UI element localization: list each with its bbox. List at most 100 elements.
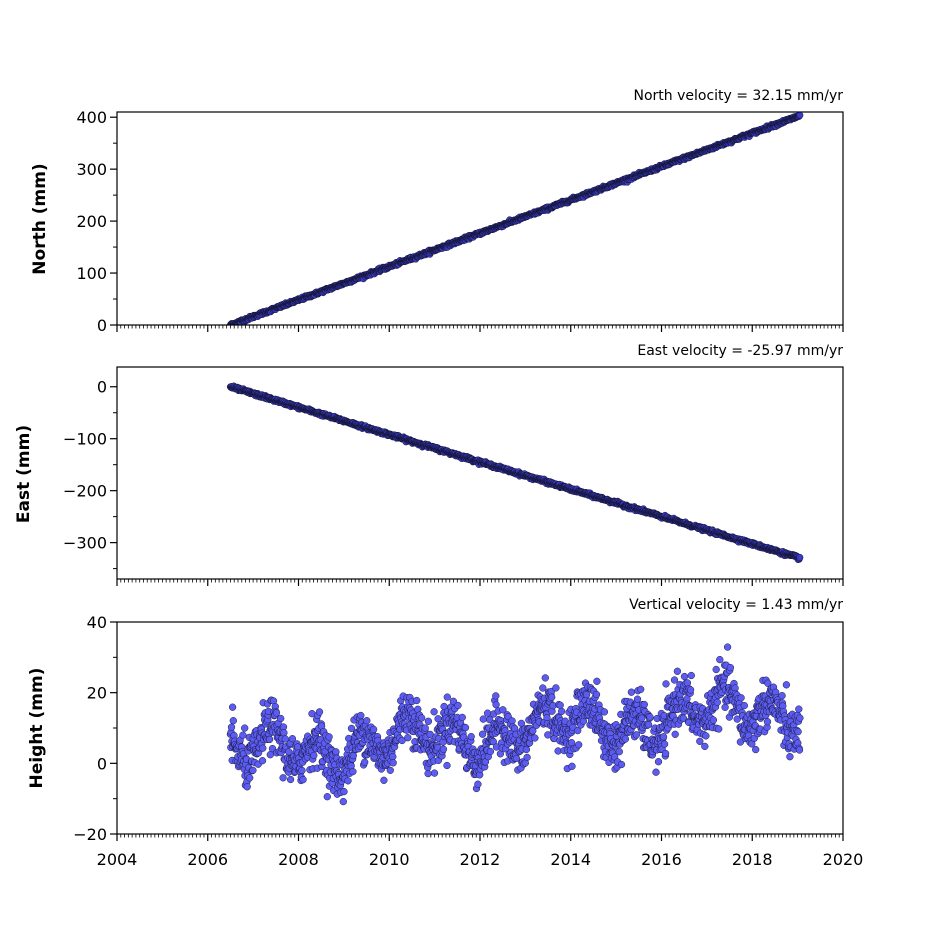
height-point [430,708,438,716]
height-point [483,709,492,717]
north-ytick-label: 100 [76,264,107,283]
height-point [347,724,356,733]
height-point [294,743,302,751]
height-point [600,708,609,716]
height-point [266,751,274,759]
height-point [662,680,670,688]
height-point [339,797,347,806]
height-point [310,751,318,760]
height-point [299,775,307,784]
height-point [259,744,267,752]
height-point [357,711,365,720]
height-point [702,732,710,740]
height-point [764,679,772,687]
height-point [740,701,748,710]
height-point [592,690,601,699]
height-point [617,760,626,769]
height-point [652,768,660,776]
height-point [486,747,495,756]
north-x-ticks [116,325,844,332]
height-point [228,703,237,711]
height-point [568,762,576,770]
east-panel: 0 −100 −200 −300 East velocity = -25.97 mm/… [14,343,844,586]
east-ytick-label: −200 [63,482,107,501]
height-point [489,737,497,746]
height-point [671,730,679,738]
height-point [461,723,470,732]
east-ytick-label: −100 [63,430,107,449]
east-marks [226,382,804,563]
height-point [361,758,369,766]
height-point [529,727,537,735]
east-velocity-label: East velocity = -25.97 mm/yr [637,343,843,359]
height-point [541,674,549,682]
height-point [712,665,720,674]
east-point [796,553,804,561]
height-point [404,734,412,742]
height-point [627,688,636,696]
height-point [279,774,287,782]
north-point [796,112,804,119]
height-point [539,684,547,692]
height-point [670,676,679,684]
height-point [548,693,556,701]
height-point [288,735,297,743]
height-point [733,715,741,723]
height-point [344,777,352,785]
height-point [593,677,601,685]
east-ytick-label: −300 [63,534,107,553]
north-velocity-label: North velocity = 32.15 mm/yr [633,88,843,104]
height-point [632,731,641,739]
height-point [315,708,324,716]
height-point [492,692,500,700]
north-ytick-label: 400 [76,108,107,127]
height-point [574,726,582,735]
height-point [467,732,475,741]
height-point [474,780,482,788]
height-point [424,769,432,778]
height-point [752,745,760,754]
height-point [479,715,487,723]
east-y-ticks: 0 −100 −200 −300 [63,378,117,570]
east-ytick-label: 0 [97,378,107,397]
height-point [418,714,426,722]
height-point [646,713,654,721]
height-point [241,724,249,732]
height-point [715,725,723,733]
north-axis-label: North (mm) [30,163,50,274]
height-point [332,748,340,756]
height-point [552,684,560,692]
height-point [458,713,466,722]
height-point [243,783,251,791]
height-point [380,776,388,784]
height-point [709,716,718,724]
height-point [280,729,288,737]
height-point [281,735,289,743]
height-point [726,663,735,672]
height-point [737,694,745,702]
height-point [556,701,564,709]
east-x-ticks [116,579,844,586]
height-point [660,740,669,748]
height-point [582,690,591,699]
height-point [413,696,421,705]
height-point [654,758,663,766]
height-point [680,672,689,681]
height-point [575,741,583,749]
height-point [701,742,709,751]
height-point [286,775,295,784]
height-point [721,703,729,711]
height-point [227,723,236,731]
height-point [499,706,507,714]
height-point [443,693,451,701]
height-point [633,695,642,703]
height-point [229,717,237,725]
north-marks [226,112,804,325]
height-point [638,714,646,722]
height-point [258,757,267,765]
height-point [615,748,623,756]
height-point [661,749,670,758]
